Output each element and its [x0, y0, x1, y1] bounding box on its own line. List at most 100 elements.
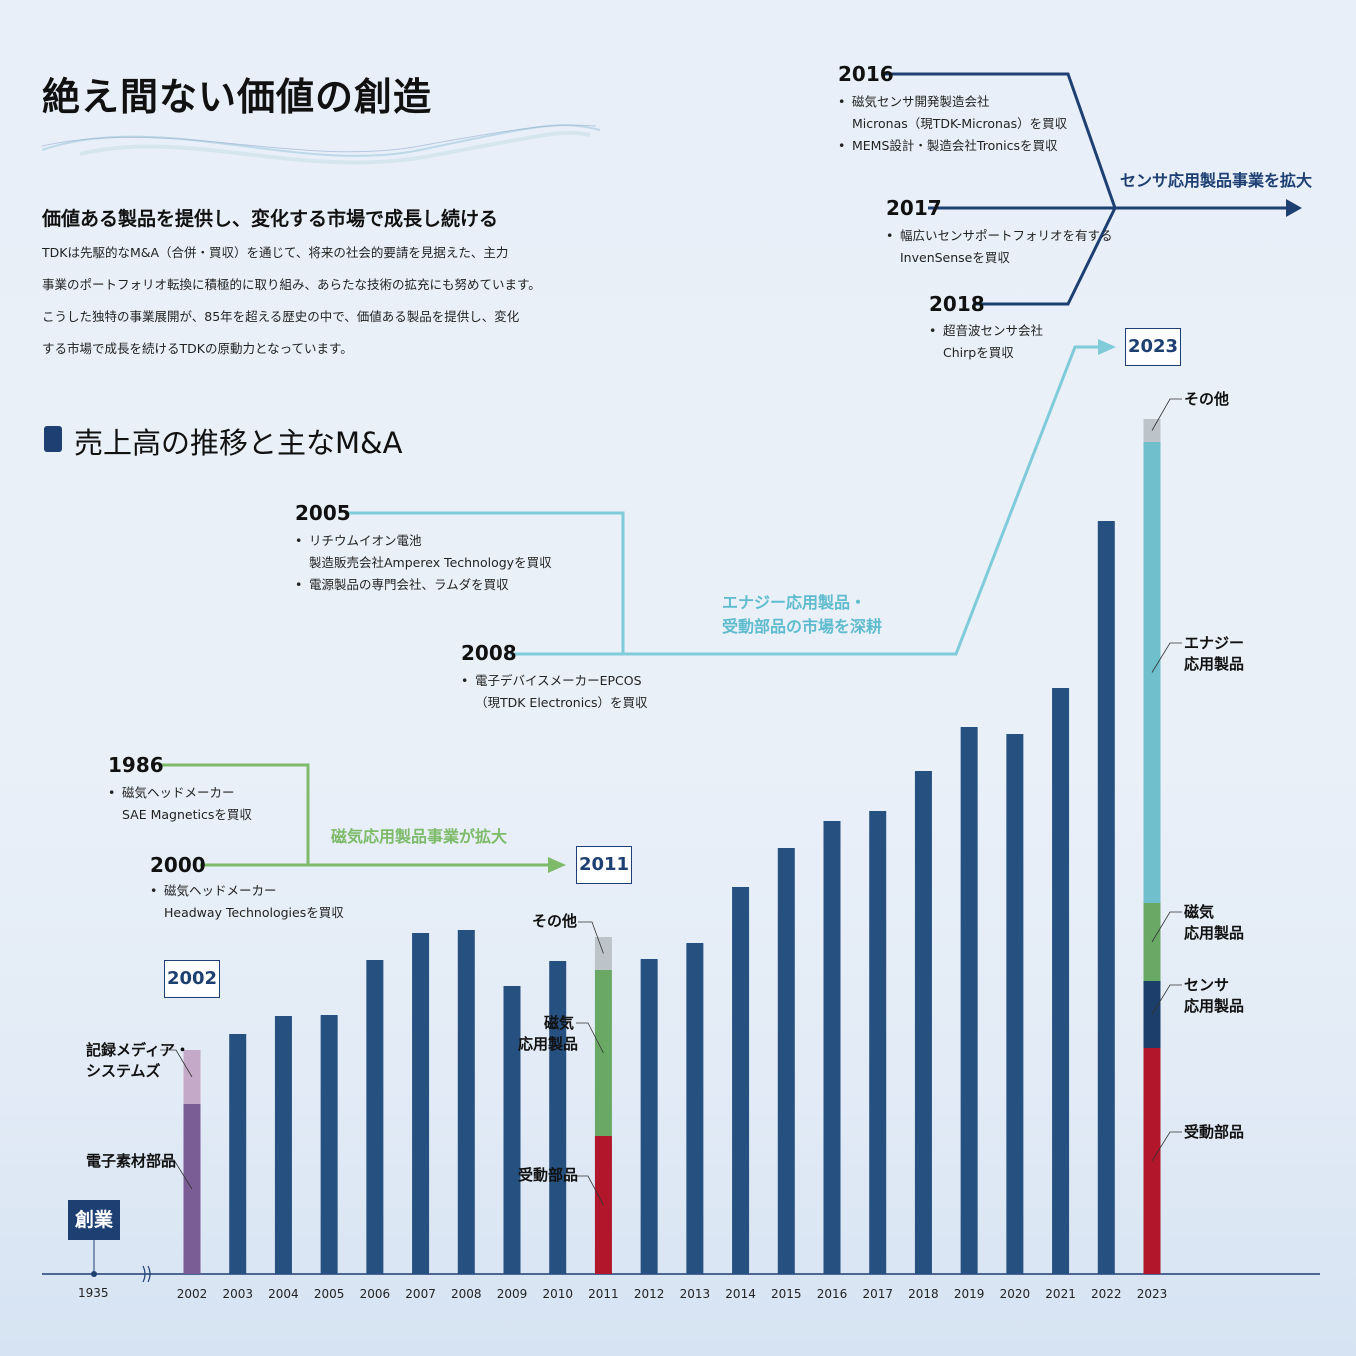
bar-2016 [823, 821, 841, 1274]
bar-2008 [457, 930, 475, 1274]
section-title: 売上高の推移と主なM&A [74, 426, 403, 460]
bar-2006 [366, 960, 384, 1274]
x-tick-label-2017: 2017 [862, 1287, 893, 1301]
highlight-year-2011: 2011 [576, 846, 632, 884]
milestone-year-2017: 2017 [886, 196, 942, 220]
leader-materials [160, 1159, 193, 1190]
page-title: 絶え間ない価値の創造 [42, 75, 433, 119]
page-subtitle: 価値ある製品を提供し、変化する市場で成長し続ける [42, 208, 499, 230]
x-tick-label-2018: 2018 [908, 1287, 939, 1301]
ticks-layer: 2002 2003 2004 2005 2006 2007 2008 2009 2010 2011… [177, 1287, 1168, 1301]
bar-2014 [732, 887, 750, 1274]
leader-energy-2023 [1151, 642, 1182, 673]
x-tick-label-2014: 2014 [725, 1287, 756, 1301]
bar-2012 [640, 959, 658, 1274]
milestone-2018-detail: • 超音波センサ会社 Chirpを買収 [929, 323, 1044, 360]
energy-label-line2: 受動部品の市場を深耕 [722, 617, 883, 636]
segment-label-other-2011: その他 [532, 912, 578, 930]
x-tick-label-2020: 2020 [1000, 1287, 1031, 1301]
body-text-line: 事業のポートフォリオ転換に積極的に取り組み、あらたな技術の拡充にも努めています。 [42, 277, 541, 292]
body-text-line: こうした独特の事業展開が、85年を超える歴史の中で、価値ある製品を提供し、変化 [42, 309, 520, 324]
bar-2010 [549, 961, 567, 1274]
x-tick-label-2023: 2023 [1137, 1287, 1168, 1301]
segment-label-media: 記録メディア・ システムズ [86, 1041, 190, 1080]
sensor-arrow [882, 72, 1288, 306]
decorative-wave-3 [79, 130, 591, 165]
leader-magnetic-2023 [1151, 911, 1182, 943]
x-tick-label-2012: 2012 [634, 1287, 665, 1301]
milestone-2016-detail: • 磁気センサ開発製造会社 Micronas（現TDK-Micronas）を買収 … [838, 94, 1068, 153]
x-tick-label-2010: 2010 [542, 1287, 573, 1301]
bar-2018 [914, 771, 932, 1274]
bar-2013 [686, 943, 704, 1274]
x-tick-label-2013: 2013 [680, 1287, 711, 1301]
milestone-2000-detail: • 磁気ヘッドメーカー Headway Technologiesを買収 [150, 883, 344, 920]
x-tick-label-2016: 2016 [817, 1287, 848, 1301]
bar-2003 [229, 1034, 247, 1274]
energy-arrowhead [1098, 339, 1116, 355]
x-tick-label-2003: 2003 [222, 1287, 253, 1301]
energy-label-line1: エナジー応用製品・ [722, 593, 867, 612]
segment-label-sensor-2023: センサ 応用製品 [1184, 976, 1245, 1015]
magnetic-expansion-label: 磁気応用製品事業が拡大 [331, 827, 508, 846]
milestone-year-2016: 2016 [838, 62, 894, 86]
x-tick-label-2015: 2015 [771, 1287, 802, 1301]
milestone-year-2005: 2005 [295, 501, 351, 525]
x-tick-label-2021: 2021 [1045, 1287, 1076, 1301]
segment-label-other-2023: その他 [1184, 390, 1230, 408]
leader-other-2023 [1151, 398, 1182, 431]
x-tick-label-1935: 1935 [78, 1286, 109, 1300]
bar-2015 [777, 848, 795, 1274]
x-tick-label-2005: 2005 [314, 1287, 345, 1301]
bar-2020 [1006, 734, 1024, 1274]
x-tick-label-2009: 2009 [497, 1287, 528, 1301]
milestone-2008-detail: • 電子デバイスメーカーEPCOS （現TDK Electronics）を買収 [461, 673, 648, 710]
bar-2004 [274, 1016, 292, 1274]
milestone-2005-detail: • リチウムイオン電池 製造販売会社Amperex Technologyを買収 •… [295, 533, 552, 592]
bar-2017 [869, 811, 887, 1274]
milestone-year-2008: 2008 [461, 641, 517, 665]
segment-label-passive-2011: 受動部品 [518, 1166, 579, 1184]
bars-layer [183, 419, 1161, 1274]
body-text-line: TDKは先駆的なM&A（合併・買収）を通じて、将来の社会的要請を見据えた、主力 [42, 245, 509, 260]
milestone-year-2018: 2018 [929, 292, 985, 316]
segment-label-magnetic-2011: 磁気 応用製品 [518, 1014, 579, 1053]
body-text-line: する市場で成長を続けるTDKの原動力となっています。 [42, 341, 353, 356]
leader-passive-2023 [1151, 1131, 1182, 1162]
magnetic-arrowhead [548, 857, 566, 873]
highlight-year-2002: 2002 [164, 960, 220, 998]
decorative-wave-2 [41, 124, 597, 153]
milestone-1986-detail: • 磁気ヘッドメーカー SAE Magneticsを買収 [108, 785, 252, 822]
section-marker [44, 426, 62, 452]
x-tick-label-2011: 2011 [588, 1287, 619, 1301]
bar-2019 [960, 727, 978, 1274]
founding-badge: 創業 [68, 1200, 120, 1240]
x-tick-label-2019: 2019 [954, 1287, 985, 1301]
segment-label-materials: 電子素材部品 [86, 1152, 177, 1170]
x-tick-label-2007: 2007 [405, 1287, 436, 1301]
leader-media [160, 1049, 193, 1078]
x-tick-label-2022: 2022 [1091, 1287, 1122, 1301]
milestone-year-1986: 1986 [108, 753, 164, 777]
x-tick-label-2008: 2008 [451, 1287, 482, 1301]
milestone-year-2000: 2000 [150, 853, 206, 877]
bar-2021 [1052, 688, 1070, 1274]
leader-other-2011 [578, 921, 604, 954]
bar-2022 [1097, 521, 1115, 1274]
sensor-arrowhead [1286, 199, 1302, 217]
sensor-expansion-label: センサ応用製品事業を拡大 [1120, 171, 1313, 190]
energy-arrow [345, 345, 1100, 656]
leader-sensor-2023 [1151, 984, 1182, 1015]
leaders-layer [160, 398, 1182, 1206]
highlight-year-2023: 2023 [1125, 328, 1181, 366]
axis-break-icon [142, 1265, 151, 1283]
leader-passive-2011 [576, 1175, 604, 1206]
bar-2009 [503, 986, 521, 1274]
x-tick-label-2006: 2006 [360, 1287, 391, 1301]
segment-label-passive-2023: 受動部品 [1184, 1123, 1245, 1141]
leader-magnetic-2011 [576, 1022, 604, 1054]
segment-label-energy-2023: エナジー 応用製品 [1184, 634, 1245, 673]
magnetic-arrow [158, 763, 552, 867]
